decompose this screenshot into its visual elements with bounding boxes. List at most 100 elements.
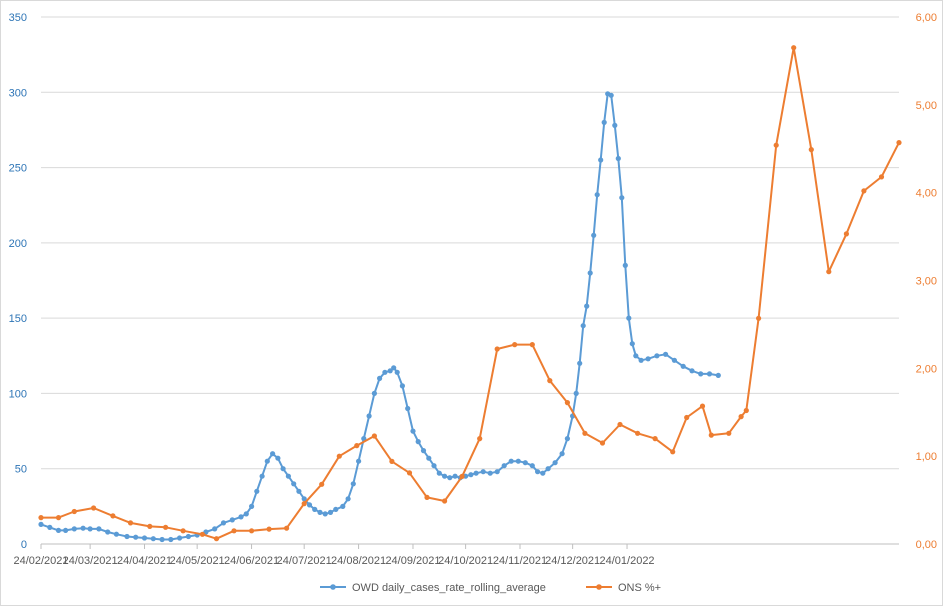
data-point-2 — [55, 515, 62, 521]
data-point-2 — [231, 528, 237, 534]
data-point-2 — [371, 433, 377, 439]
data-point-1 — [715, 372, 721, 378]
data-point-2 — [147, 523, 153, 530]
data-point-2 — [163, 524, 169, 530]
data-point-1 — [249, 503, 255, 509]
data-point-2 — [791, 45, 797, 51]
data-point-2 — [199, 531, 205, 537]
data-point-1 — [356, 458, 362, 464]
data-point-2 — [743, 407, 749, 414]
data-point-2 — [599, 440, 606, 446]
data-point-1 — [622, 262, 628, 268]
data-point-1 — [452, 473, 458, 479]
data-point-1 — [442, 473, 448, 479]
legend-label-1: OWD daily_cases_rate_rolling_average — [352, 582, 546, 594]
data-point-1 — [545, 466, 551, 472]
y-right-tick-label: 3,00 — [916, 276, 937, 288]
data-point-1 — [587, 270, 593, 276]
data-point-2 — [284, 525, 290, 531]
data-point-1 — [220, 520, 227, 526]
data-point-1 — [38, 521, 44, 528]
data-point-1 — [410, 428, 416, 434]
data-point-1 — [238, 514, 244, 520]
data-point-1 — [431, 463, 437, 469]
data-point-1 — [468, 472, 474, 478]
data-point-1 — [387, 368, 393, 374]
y-left-tick-label: 350 — [9, 12, 27, 24]
data-point-1 — [619, 195, 625, 201]
y-right-tick-label: 1,00 — [916, 451, 937, 463]
data-point-1 — [340, 503, 346, 509]
data-point-2 — [529, 342, 535, 348]
data-point-2 — [896, 140, 902, 146]
data-point-1 — [264, 458, 270, 464]
data-point-1 — [382, 369, 388, 375]
data-point-1 — [141, 535, 148, 541]
data-point-1 — [633, 353, 639, 359]
data-point-1 — [529, 463, 535, 469]
data-point-1 — [350, 481, 356, 487]
data-point-1 — [680, 363, 686, 369]
data-point-1 — [573, 390, 579, 396]
data-point-2 — [547, 378, 553, 384]
y-left-tick-label: 250 — [9, 163, 27, 175]
data-point-1 — [243, 511, 249, 517]
data-point-2 — [38, 515, 44, 521]
data-point-2 — [738, 414, 744, 420]
y-left-tick-label: 0 — [21, 539, 27, 551]
data-point-1 — [301, 496, 307, 502]
data-point-1 — [552, 460, 558, 466]
data-point-2 — [756, 315, 762, 321]
y-axis-left: 0 50 100 150 200 250 300 350 — [9, 12, 27, 551]
data-point-2 — [670, 449, 676, 455]
data-point-2 — [708, 432, 714, 438]
x-tick-label: 24/03/2021 — [63, 555, 118, 567]
data-point-2 — [726, 430, 732, 436]
data-point-1 — [473, 470, 479, 476]
y-left-tick-label: 50 — [15, 464, 27, 476]
data-point-2 — [71, 508, 77, 515]
data-point-1 — [345, 496, 351, 502]
data-point-1 — [306, 502, 313, 508]
data-point-1 — [591, 232, 597, 238]
gridlines — [41, 16, 899, 545]
data-point-1 — [487, 470, 493, 476]
data-point-1 — [377, 375, 383, 381]
data-point-1 — [322, 511, 328, 517]
data-point-1 — [671, 357, 678, 363]
data-point-1 — [689, 368, 695, 374]
data-point-2 — [494, 346, 500, 352]
data-point-1 — [559, 451, 565, 457]
data-point-1 — [540, 470, 546, 476]
data-point-1 — [501, 463, 507, 469]
data-point-1 — [420, 448, 427, 454]
data-point-1 — [254, 488, 260, 494]
data-point-2 — [389, 458, 395, 464]
y-right-tick-label: 4,00 — [916, 188, 937, 200]
data-point-2 — [180, 528, 186, 534]
data-point-2 — [773, 142, 779, 148]
y-left-tick-label: 200 — [9, 238, 27, 250]
data-point-1 — [80, 525, 86, 531]
data-point-1 — [177, 535, 183, 541]
data-point-1 — [327, 509, 334, 515]
data-point-1 — [515, 458, 521, 464]
x-tick-label: 24/10/2021 — [438, 555, 493, 567]
data-point-1 — [113, 531, 119, 537]
x-tick-label: 24/08/2021 — [331, 555, 386, 567]
data-point-2 — [266, 526, 272, 532]
data-point-1 — [415, 439, 421, 445]
y-left-tick-label: 150 — [9, 313, 27, 325]
data-point-2 — [336, 453, 342, 459]
x-tick-label: 24/09/2021 — [385, 555, 440, 567]
data-point-1 — [494, 469, 500, 475]
data-point-1 — [426, 455, 432, 461]
data-point-2 — [617, 421, 623, 428]
data-point-1 — [577, 360, 583, 366]
legend-marker-2 — [596, 584, 602, 590]
data-point-1 — [598, 157, 604, 163]
data-point-1 — [645, 356, 651, 362]
data-point-2 — [826, 269, 832, 275]
